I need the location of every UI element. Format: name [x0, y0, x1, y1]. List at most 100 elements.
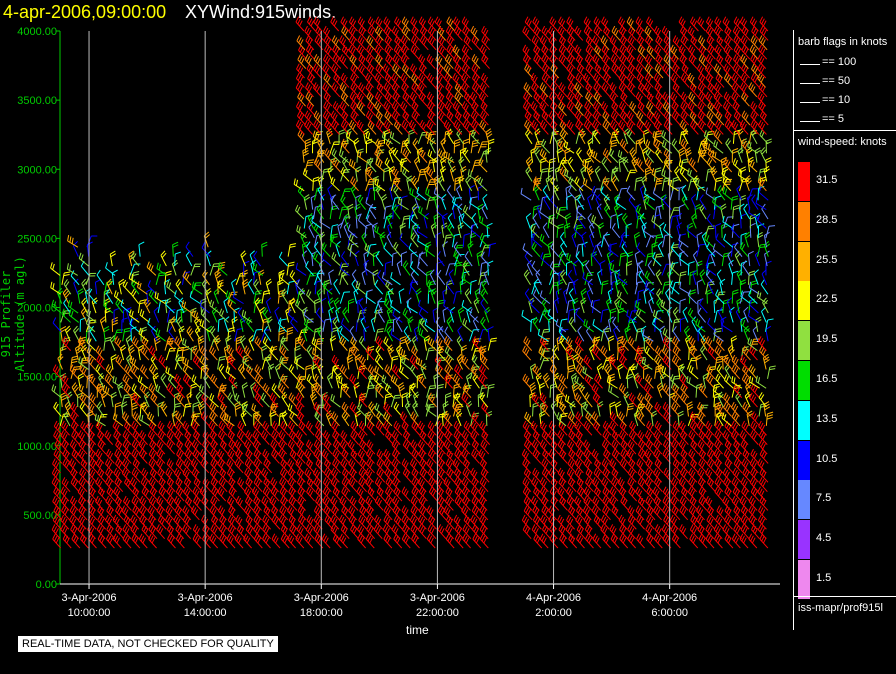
- wind-barb: [279, 467, 289, 483]
- wind-barb: [445, 514, 455, 530]
- wind-barb: [540, 138, 551, 154]
- wind-barb: [105, 448, 115, 464]
- wind-barb: [618, 25, 628, 41]
- wind-barb: [157, 514, 167, 530]
- wind-barb: [365, 54, 375, 69]
- wind-barb: [635, 308, 646, 323]
- wind-barb: [574, 495, 583, 511]
- wind-barb: [423, 212, 430, 229]
- flag-barb-icon: [800, 121, 820, 122]
- wind-barb: [574, 110, 584, 126]
- wind-barb: [138, 327, 149, 342]
- wind-barb: [658, 222, 665, 238]
- wind-barb: [705, 495, 715, 511]
- y-axis-label: 915 Profiler Altitude (m agl): [0, 256, 27, 372]
- wind-barb: [253, 524, 263, 539]
- wind-barb: [157, 420, 167, 436]
- wind-barb: [172, 241, 179, 257]
- wind-barb: [547, 308, 558, 323]
- wind-barb: [139, 364, 149, 380]
- colorbar-label: 10.5: [816, 452, 838, 465]
- wind-barb: [113, 430, 122, 445]
- wind-barb: [733, 16, 743, 32]
- wind-barb: [148, 524, 158, 539]
- wind-barb: [548, 35, 558, 51]
- wind-barb: [757, 524, 767, 539]
- wind-barb: [670, 495, 680, 511]
- wind-barb: [723, 233, 734, 248]
- wind-barb: [53, 430, 62, 445]
- wind-barb: [410, 439, 420, 455]
- wind-barb: [77, 430, 87, 445]
- wind-barb: [383, 533, 393, 549]
- colorbar-label: 16.5: [816, 373, 838, 385]
- wind-barb: [596, 363, 603, 379]
- wind-barb: [445, 533, 455, 549]
- wind-barb: [481, 35, 491, 51]
- wind-barb: [426, 505, 436, 521]
- wind-barb: [550, 495, 560, 511]
- wind-barb: [367, 25, 377, 41]
- wind-barb: [399, 233, 409, 248]
- x-tick-time: 6:00:00: [651, 607, 688, 619]
- wind-barb: [413, 391, 420, 408]
- wind-barb: [705, 373, 715, 389]
- wind-barb: [156, 505, 166, 521]
- wind-barb: [402, 439, 412, 455]
- wind-barb: [626, 185, 636, 201]
- wind-barb: [243, 533, 252, 549]
- wind-barb: [280, 495, 289, 511]
- legend-divider: [794, 130, 896, 131]
- wind-barb: [99, 316, 107, 332]
- wind-barb: [670, 44, 679, 60]
- x-tick-date: 3-Apr-2006: [410, 592, 465, 604]
- colorbar-label: 22.5: [816, 293, 838, 306]
- wind-barb: [122, 524, 132, 539]
- wind-barb: [63, 279, 72, 295]
- wind-barb: [156, 262, 168, 276]
- wind-barb: [354, 250, 360, 267]
- wind-barb: [237, 307, 246, 323]
- wind-barb: [71, 533, 81, 549]
- wind-barb: [157, 430, 167, 445]
- wind-barb: [154, 291, 166, 305]
- wind-barb: [697, 16, 706, 32]
- wind-barb: [202, 364, 212, 380]
- wind-barb: [610, 477, 620, 492]
- wind-barb: [121, 467, 131, 483]
- wind-barb: [540, 91, 550, 107]
- wind-barb: [305, 44, 315, 60]
- wind-barb: [462, 495, 471, 511]
- wind-barb: [148, 533, 157, 549]
- wind-barb: [724, 420, 734, 436]
- wind-barb: [52, 458, 61, 474]
- wind-barb: [166, 383, 176, 398]
- y-tick-label: 1500.00: [17, 372, 57, 384]
- wind-barb: [210, 477, 220, 492]
- wind-barb: [686, 375, 698, 389]
- wind-barb: [313, 16, 323, 32]
- wind-barb: [85, 272, 97, 285]
- wind-barb: [254, 411, 263, 427]
- wind-barb: [628, 392, 638, 408]
- wind-barb: [174, 420, 184, 436]
- wind-barb: [86, 420, 96, 436]
- colorbar-swatch: [798, 560, 810, 599]
- wind-barb: [462, 147, 471, 163]
- wind-barb: [342, 307, 350, 323]
- wind-barb: [567, 72, 576, 88]
- title-datetime: 4-apr-2006,09:00:00: [3, 2, 167, 22]
- colorbar-swatch: [798, 440, 810, 480]
- wind-barb: [401, 486, 411, 502]
- wind-barb: [365, 290, 376, 305]
- wind-barb: [375, 420, 385, 436]
- wind-barb: [653, 25, 663, 41]
- wind-barb: [182, 373, 192, 389]
- wind-barb: [448, 269, 455, 286]
- wind-barb: [593, 251, 602, 267]
- wind-barb: [418, 148, 428, 163]
- wind-barb: [410, 363, 419, 380]
- wind-barb: [295, 262, 307, 276]
- wind-barb: [553, 184, 560, 201]
- wind-barb: [418, 448, 428, 464]
